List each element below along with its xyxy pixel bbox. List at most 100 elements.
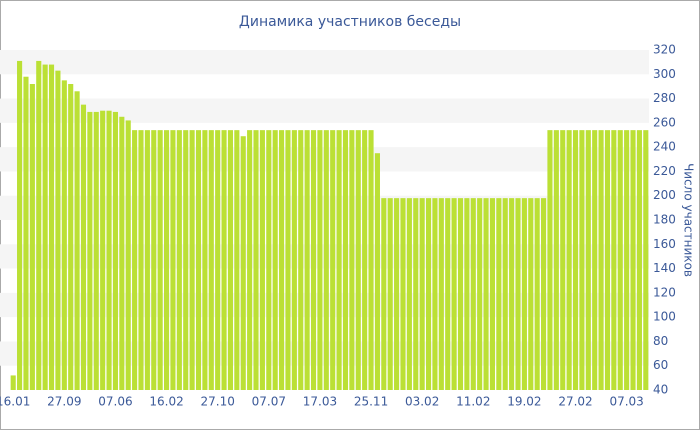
bar <box>68 84 74 390</box>
bar <box>572 130 579 390</box>
bar <box>541 198 547 390</box>
bar <box>183 130 189 390</box>
grid-band <box>0 50 649 75</box>
bar <box>195 130 202 390</box>
bar <box>445 198 451 390</box>
bar <box>362 130 368 390</box>
bar <box>36 60 42 391</box>
bar <box>406 198 412 390</box>
y-tick-label: 200 <box>653 188 676 202</box>
bar <box>342 130 349 390</box>
bar <box>138 130 144 390</box>
x-tick-label: 17.03 <box>303 395 337 409</box>
y-tick-label: 40 <box>653 383 668 397</box>
bar <box>93 111 99 390</box>
bar <box>132 130 138 390</box>
bar <box>604 130 611 390</box>
bar <box>521 198 527 390</box>
bar <box>304 130 310 390</box>
bar <box>170 130 176 390</box>
y-tick-label: 320 <box>653 43 676 57</box>
bar <box>579 130 585 390</box>
chart-title: Динамика участников беседы <box>239 14 461 30</box>
bar <box>598 130 604 390</box>
bar <box>74 91 80 391</box>
bar <box>100 110 106 390</box>
x-tick-label: 25.11 <box>354 395 388 409</box>
bar <box>630 130 636 390</box>
bar <box>55 70 61 391</box>
x-tick-label: 03.02 <box>405 395 439 409</box>
y-tick-label: 160 <box>653 237 676 251</box>
bar <box>125 120 131 390</box>
bar <box>208 130 214 390</box>
bar <box>151 130 157 390</box>
bar <box>368 130 374 390</box>
bar <box>202 130 208 390</box>
bar <box>17 60 23 391</box>
bar <box>189 130 195 390</box>
bar <box>336 130 342 390</box>
bar <box>176 130 182 390</box>
bar <box>419 198 425 390</box>
bar <box>374 153 380 390</box>
y-tick-label: 280 <box>653 91 676 105</box>
bar <box>310 130 317 390</box>
bar <box>457 198 464 390</box>
y-tick-label: 100 <box>653 310 676 324</box>
bar <box>515 198 521 390</box>
bar <box>425 198 432 390</box>
bar <box>528 198 534 390</box>
bar <box>438 198 444 390</box>
bar <box>547 130 553 390</box>
y-tick-label: 260 <box>653 115 676 129</box>
bar <box>585 130 591 390</box>
bar <box>489 198 496 390</box>
bar <box>330 130 336 390</box>
bar <box>349 130 355 390</box>
bar <box>381 198 387 390</box>
x-tick-label: 07.06 <box>98 395 132 409</box>
x-tick-label: 27.10 <box>200 395 234 409</box>
bar <box>502 198 508 390</box>
y-tick-label: 300 <box>653 67 676 81</box>
bar <box>636 130 642 390</box>
bar <box>432 198 438 390</box>
bar <box>61 80 67 390</box>
bar <box>413 198 419 390</box>
bar <box>400 198 406 390</box>
bar <box>10 375 16 390</box>
bar <box>387 198 393 390</box>
bar <box>23 76 29 390</box>
bar <box>272 130 278 390</box>
bar <box>394 198 400 390</box>
bar <box>163 130 170 390</box>
bar <box>119 116 125 391</box>
bar <box>227 130 234 390</box>
bar <box>48 64 55 391</box>
bar <box>247 130 253 390</box>
bar <box>266 130 272 390</box>
bar <box>509 198 515 390</box>
y-tick-label: 140 <box>653 261 676 275</box>
bar <box>560 130 566 390</box>
bar <box>566 130 572 390</box>
bar <box>553 130 559 390</box>
bar <box>144 130 150 390</box>
bar <box>215 130 221 390</box>
y-tick-label: 80 <box>653 334 668 348</box>
bar <box>106 110 112 390</box>
x-tick-label: 07.07 <box>252 395 286 409</box>
bar <box>42 64 48 391</box>
bar <box>323 130 329 390</box>
x-tick-label: 16.01 <box>0 395 30 409</box>
bar <box>29 84 35 390</box>
y-axis-label: Число участников <box>682 163 696 277</box>
bar <box>617 130 623 390</box>
bar <box>253 130 259 390</box>
y-tick-label: 120 <box>653 285 676 299</box>
bar <box>483 198 489 390</box>
x-tick-label: 27.02 <box>558 395 592 409</box>
bar <box>470 198 476 390</box>
